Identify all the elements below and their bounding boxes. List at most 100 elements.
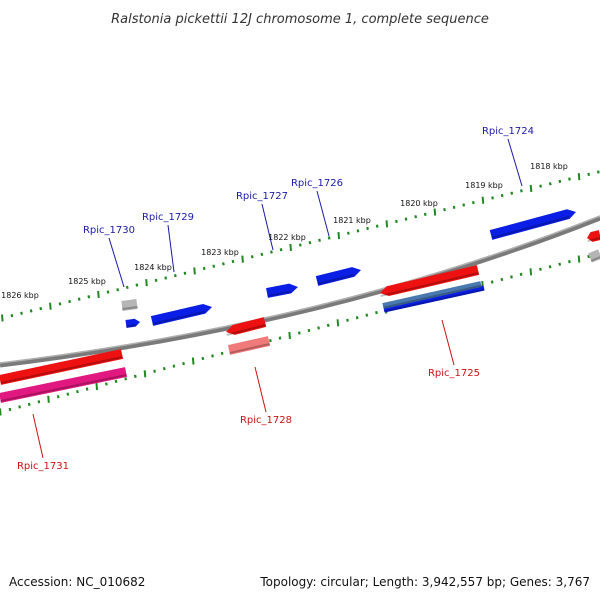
upper-scale-tick xyxy=(529,184,533,193)
gene-rpic-1731-rna xyxy=(0,367,128,403)
upper-scale-tick xyxy=(327,236,331,240)
label-leader-forward xyxy=(261,203,274,251)
scale-tick-label: 1821 kbp xyxy=(333,216,371,225)
upper-scale-tick xyxy=(135,283,139,287)
lower-scale-tick xyxy=(105,382,108,386)
upper-scale-tick xyxy=(414,215,418,219)
gene-label-reverse: Rpic_1725 xyxy=(428,368,480,379)
upper-scale-tick xyxy=(58,302,62,306)
gene-rpic-1728-light-shade xyxy=(229,342,270,354)
scale-tick-label: 1822 kbp xyxy=(268,233,306,242)
upper-scale-tick xyxy=(423,212,427,217)
lower-scale-tick xyxy=(66,392,70,396)
lower-scale-tick xyxy=(268,339,272,343)
lower-scale-tick xyxy=(143,370,147,378)
scale-tick-label: 1825 kbp xyxy=(68,277,106,286)
lower-scale-tick xyxy=(18,405,21,409)
gene-rpic-1727 xyxy=(266,283,298,298)
lower-scale-tick xyxy=(365,313,369,317)
lower-scale-tick xyxy=(47,395,50,403)
label-leader-forward xyxy=(108,237,125,288)
lower-scale-tick xyxy=(336,319,340,327)
accession-text: Accession: NC_010682 xyxy=(9,575,145,589)
upper-scale-tick xyxy=(356,229,360,233)
upper-scale-tick xyxy=(443,208,446,212)
lower-scale-tick xyxy=(85,387,89,391)
lower-scale-tick xyxy=(114,379,118,384)
upper-scale-tick xyxy=(279,248,283,252)
gene-label-reverse: Rpic_1728 xyxy=(240,415,292,426)
gene-rpic-1725-cds xyxy=(383,285,485,313)
gene-rpic-1724-shade xyxy=(491,216,570,239)
upper-scale-tick xyxy=(145,279,148,287)
lower-scale-tick xyxy=(37,400,41,404)
upper-scale-tick xyxy=(596,170,600,174)
upper-scale-tick xyxy=(491,196,494,200)
lower-scale-tick xyxy=(558,262,562,266)
upper-scale-tick xyxy=(173,273,177,278)
upper-scale-tick xyxy=(577,173,581,181)
lower-scale-tick xyxy=(326,323,330,327)
upper-scale-tick xyxy=(125,285,129,290)
lower-scale-tick xyxy=(288,331,291,340)
gene-rpic-1729-shade xyxy=(152,310,206,325)
gene-rpic-1725-steel xyxy=(382,281,482,309)
upper-scale-tick xyxy=(298,243,302,247)
lower-scale-tick xyxy=(182,361,185,366)
genome-summary-text: Topology: circular; Length: 3,942,557 bp… xyxy=(259,575,590,589)
upper-scale-tick xyxy=(375,224,379,228)
upper-scale-tick xyxy=(1,314,4,322)
upper-scale-tick xyxy=(471,200,475,205)
lower-scale-tick xyxy=(500,277,504,282)
gene-edge-red-shade xyxy=(587,237,600,242)
upper-scale-tick xyxy=(270,250,273,254)
gene-rpic-1730 xyxy=(125,318,140,328)
lower-scale-tick xyxy=(27,402,31,406)
gene-label-reverse: Rpic_1731 xyxy=(17,461,69,472)
upper-scale-tick xyxy=(164,276,168,280)
upper-scale-tick xyxy=(395,219,398,224)
lower-scale-tick xyxy=(490,280,494,284)
lower-scale-tick xyxy=(278,336,282,340)
upper-scale-tick xyxy=(154,278,158,282)
upper-scale-tick xyxy=(39,306,43,311)
upper-scale-tick xyxy=(366,226,369,231)
gene-label-forward: Rpic_1724 xyxy=(482,126,534,137)
label-leader-forward xyxy=(507,138,523,187)
lower-scale-tick xyxy=(510,275,513,279)
gene-rpic-1725-cds-shade xyxy=(384,288,485,313)
upper-scale-tick xyxy=(308,241,312,245)
upper-scale-tick xyxy=(462,203,466,207)
upper-scale-tick xyxy=(49,302,52,310)
upper-scale-tick xyxy=(510,191,514,195)
gene-rpic-1727-shade xyxy=(267,290,291,297)
lower-scale-tick xyxy=(153,369,156,373)
gene-features xyxy=(0,209,600,403)
gene-pseudo-a-shade xyxy=(122,305,138,310)
upper-scale-tick xyxy=(29,309,33,313)
lower-scale-track xyxy=(0,252,600,416)
lower-scale-tick xyxy=(124,377,128,381)
upper-scale-tick xyxy=(587,172,591,176)
gene-edge-red xyxy=(587,230,600,242)
upper-scale-tick xyxy=(520,189,523,193)
upper-scale-tick xyxy=(183,271,187,275)
lower-scale-tick xyxy=(539,267,542,271)
upper-scale-tick xyxy=(337,231,341,240)
upper-scale-tick xyxy=(212,264,216,268)
upper-scale-tick xyxy=(241,255,244,263)
upper-scale-tick xyxy=(539,184,542,188)
upper-scale-tick xyxy=(106,290,110,294)
upper-scale-tick xyxy=(433,208,437,216)
label-leader-forward xyxy=(316,190,330,237)
label-leader-reverse xyxy=(254,366,267,413)
gene-rpic-1731 xyxy=(0,349,124,385)
backbone-band xyxy=(0,215,600,368)
lower-scale-tick xyxy=(56,395,60,399)
gene-label-forward: Rpic_1726 xyxy=(291,178,343,189)
upper-scale-tick xyxy=(97,290,100,299)
gene-rpic-1728-shade xyxy=(226,323,266,336)
upper-scale-tick xyxy=(500,193,504,198)
gene-rpic-1725-steel-shade xyxy=(383,284,482,309)
gene-rpic-1728-light xyxy=(227,336,271,355)
